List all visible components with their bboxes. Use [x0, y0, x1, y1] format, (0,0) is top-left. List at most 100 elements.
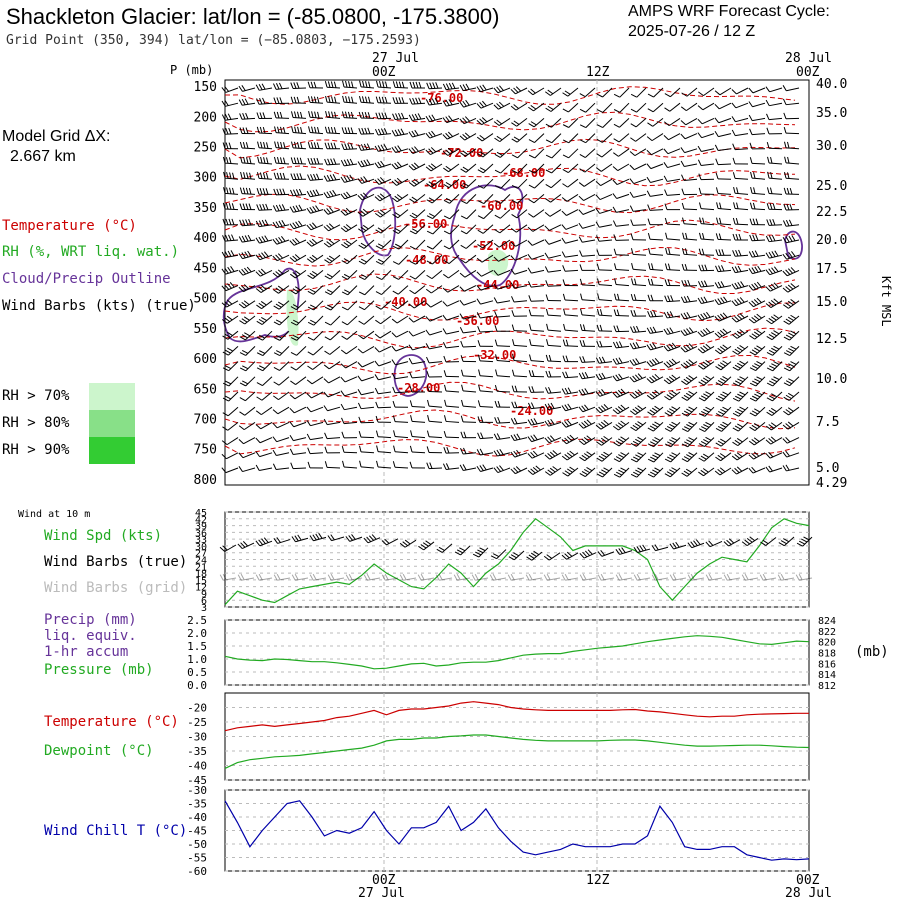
- barb-flag: [225, 234, 229, 242]
- barb-flag: [307, 365, 313, 370]
- wind-barb: [493, 283, 511, 290]
- barb-flag: [225, 157, 229, 164]
- barb-flag: [290, 290, 297, 295]
- barb-shaft: [294, 406, 307, 414]
- wind-barb: [680, 295, 698, 303]
- barb-shaft: [482, 239, 494, 249]
- barb-flag: [261, 219, 266, 227]
- y-tick-label: -25: [187, 716, 207, 729]
- barb-flag: [248, 187, 252, 195]
- temp-panel-label: Temperature (°C): [44, 714, 179, 730]
- barb-flag: [331, 111, 334, 118]
- barb-flag: [751, 424, 758, 430]
- barb-flag: [735, 218, 739, 225]
- barb-flag: [340, 227, 347, 233]
- barb-flag: [651, 574, 656, 581]
- barb-flag: [714, 130, 719, 137]
- wind-barb: [716, 202, 732, 211]
- barb-flag: [275, 271, 281, 276]
- barb-flag: [324, 81, 328, 88]
- barb-flag: [511, 199, 518, 204]
- wind-barb: [749, 345, 766, 356]
- barb-shaft: [328, 361, 341, 370]
- barb-flag: [256, 304, 262, 310]
- barb-shaft: [361, 163, 375, 168]
- barb-shaft: [687, 406, 698, 417]
- wind-barb: [323, 418, 341, 426]
- barb-flag: [527, 90, 534, 96]
- barb-shaft: [633, 178, 647, 185]
- barb-shaft: [311, 376, 324, 385]
- barb-shaft: [703, 376, 715, 386]
- wind-barb: [426, 209, 443, 220]
- wind-barb: [375, 254, 392, 265]
- barb-shaft: [616, 209, 630, 213]
- barb-flag: [241, 85, 246, 91]
- barb-flag: [613, 234, 617, 241]
- barb-flag: [459, 464, 464, 471]
- barb-flag: [767, 171, 770, 179]
- barb-flag: [670, 295, 674, 302]
- barb-shaft: [636, 467, 647, 478]
- barb-shaft: [754, 422, 766, 431]
- barb-flag: [459, 327, 464, 334]
- barb-flag: [307, 306, 314, 311]
- barb-flag: [447, 131, 454, 137]
- wind-barb: [748, 87, 766, 94]
- barb-flag: [242, 187, 246, 194]
- barb-shaft: [652, 406, 664, 416]
- barb-flag: [783, 538, 790, 543]
- barb-shaft: [361, 376, 375, 382]
- barb-shaft: [687, 437, 698, 448]
- barb-flag: [766, 203, 770, 210]
- wind-barb: [272, 253, 290, 262]
- barb-flag: [596, 340, 600, 348]
- barb-flag: [734, 364, 741, 369]
- barb-shaft: [457, 577, 471, 581]
- y-tick-label: 27: [195, 549, 207, 560]
- barb-flag: [241, 318, 248, 323]
- wind-barb: [681, 421, 698, 433]
- barb-flag: [348, 535, 353, 541]
- wind-barb: [647, 467, 664, 478]
- barb-flag: [409, 400, 413, 407]
- barb-flag: [289, 407, 295, 414]
- barb-flag: [255, 237, 260, 244]
- pressure-tick-label: 814: [818, 670, 836, 681]
- barb-flag: [768, 349, 775, 354]
- barb-flag: [788, 363, 795, 367]
- barb-shaft: [738, 361, 749, 371]
- surface-wind-barb: [472, 547, 489, 558]
- barb-flag: [545, 169, 552, 174]
- barb-flag: [545, 184, 552, 189]
- barb-flag: [245, 127, 249, 134]
- barb-flag: [754, 347, 760, 352]
- barb-shaft: [439, 577, 453, 581]
- barb-flag: [317, 111, 320, 119]
- barb-shaft: [668, 133, 681, 141]
- barb-shaft: [483, 209, 494, 219]
- wind-barb: [680, 327, 698, 336]
- barb-flag: [313, 173, 317, 181]
- barb-flag: [788, 378, 795, 383]
- barb-flag: [766, 411, 773, 416]
- wind-barb: [731, 329, 749, 339]
- barb-flag: [357, 375, 363, 382]
- wind-barb: [221, 282, 239, 292]
- wind-barb: [255, 406, 273, 416]
- barb-flag: [315, 533, 320, 540]
- barb-flag: [544, 437, 550, 444]
- barb-flag: [426, 215, 433, 220]
- wind-barb: [732, 249, 749, 257]
- barb-shaft: [634, 391, 647, 399]
- barb-shaft: [534, 163, 545, 174]
- barb-flag: [581, 372, 586, 379]
- wind-barb: [408, 300, 426, 309]
- barb-shaft: [513, 375, 528, 378]
- barb-flag: [391, 180, 397, 186]
- barb-flag: [700, 330, 706, 336]
- barb-flag: [295, 189, 300, 196]
- barb-flag: [479, 547, 486, 552]
- barb-flag: [545, 280, 549, 287]
- barb-flag: [705, 541, 711, 547]
